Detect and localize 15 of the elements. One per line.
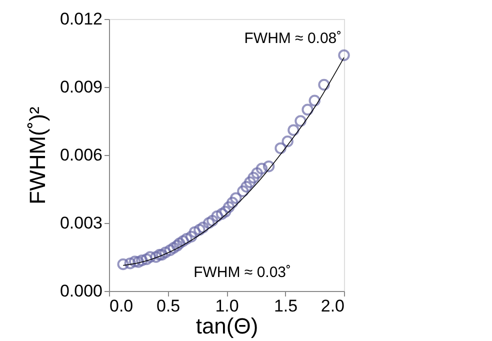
annotation: FWHM ≈ 0.08˚ [244,30,342,48]
y-tick-label: 0.000 [60,282,102,300]
y-tick-label: 0.009 [60,78,102,96]
x-tick-label: 0.0 [110,296,134,316]
x-tick-label: 2.0 [320,296,344,316]
y-tick-label: 0.012 [60,10,102,28]
line-series [122,57,344,266]
x-axis-title: tan(Θ) [196,314,258,338]
x-tick-label: 1.0 [215,296,239,316]
y-axis-title: FWHM(˚)² [24,106,50,204]
x-tick-label: 1.5 [274,296,298,316]
y-tick-label: 0.006 [60,146,102,164]
y-tick-label: 0.003 [60,214,102,232]
annotation: FWHM ≈ 0.03˚ [194,264,292,281]
x-tick-label: 0.5 [156,296,180,316]
